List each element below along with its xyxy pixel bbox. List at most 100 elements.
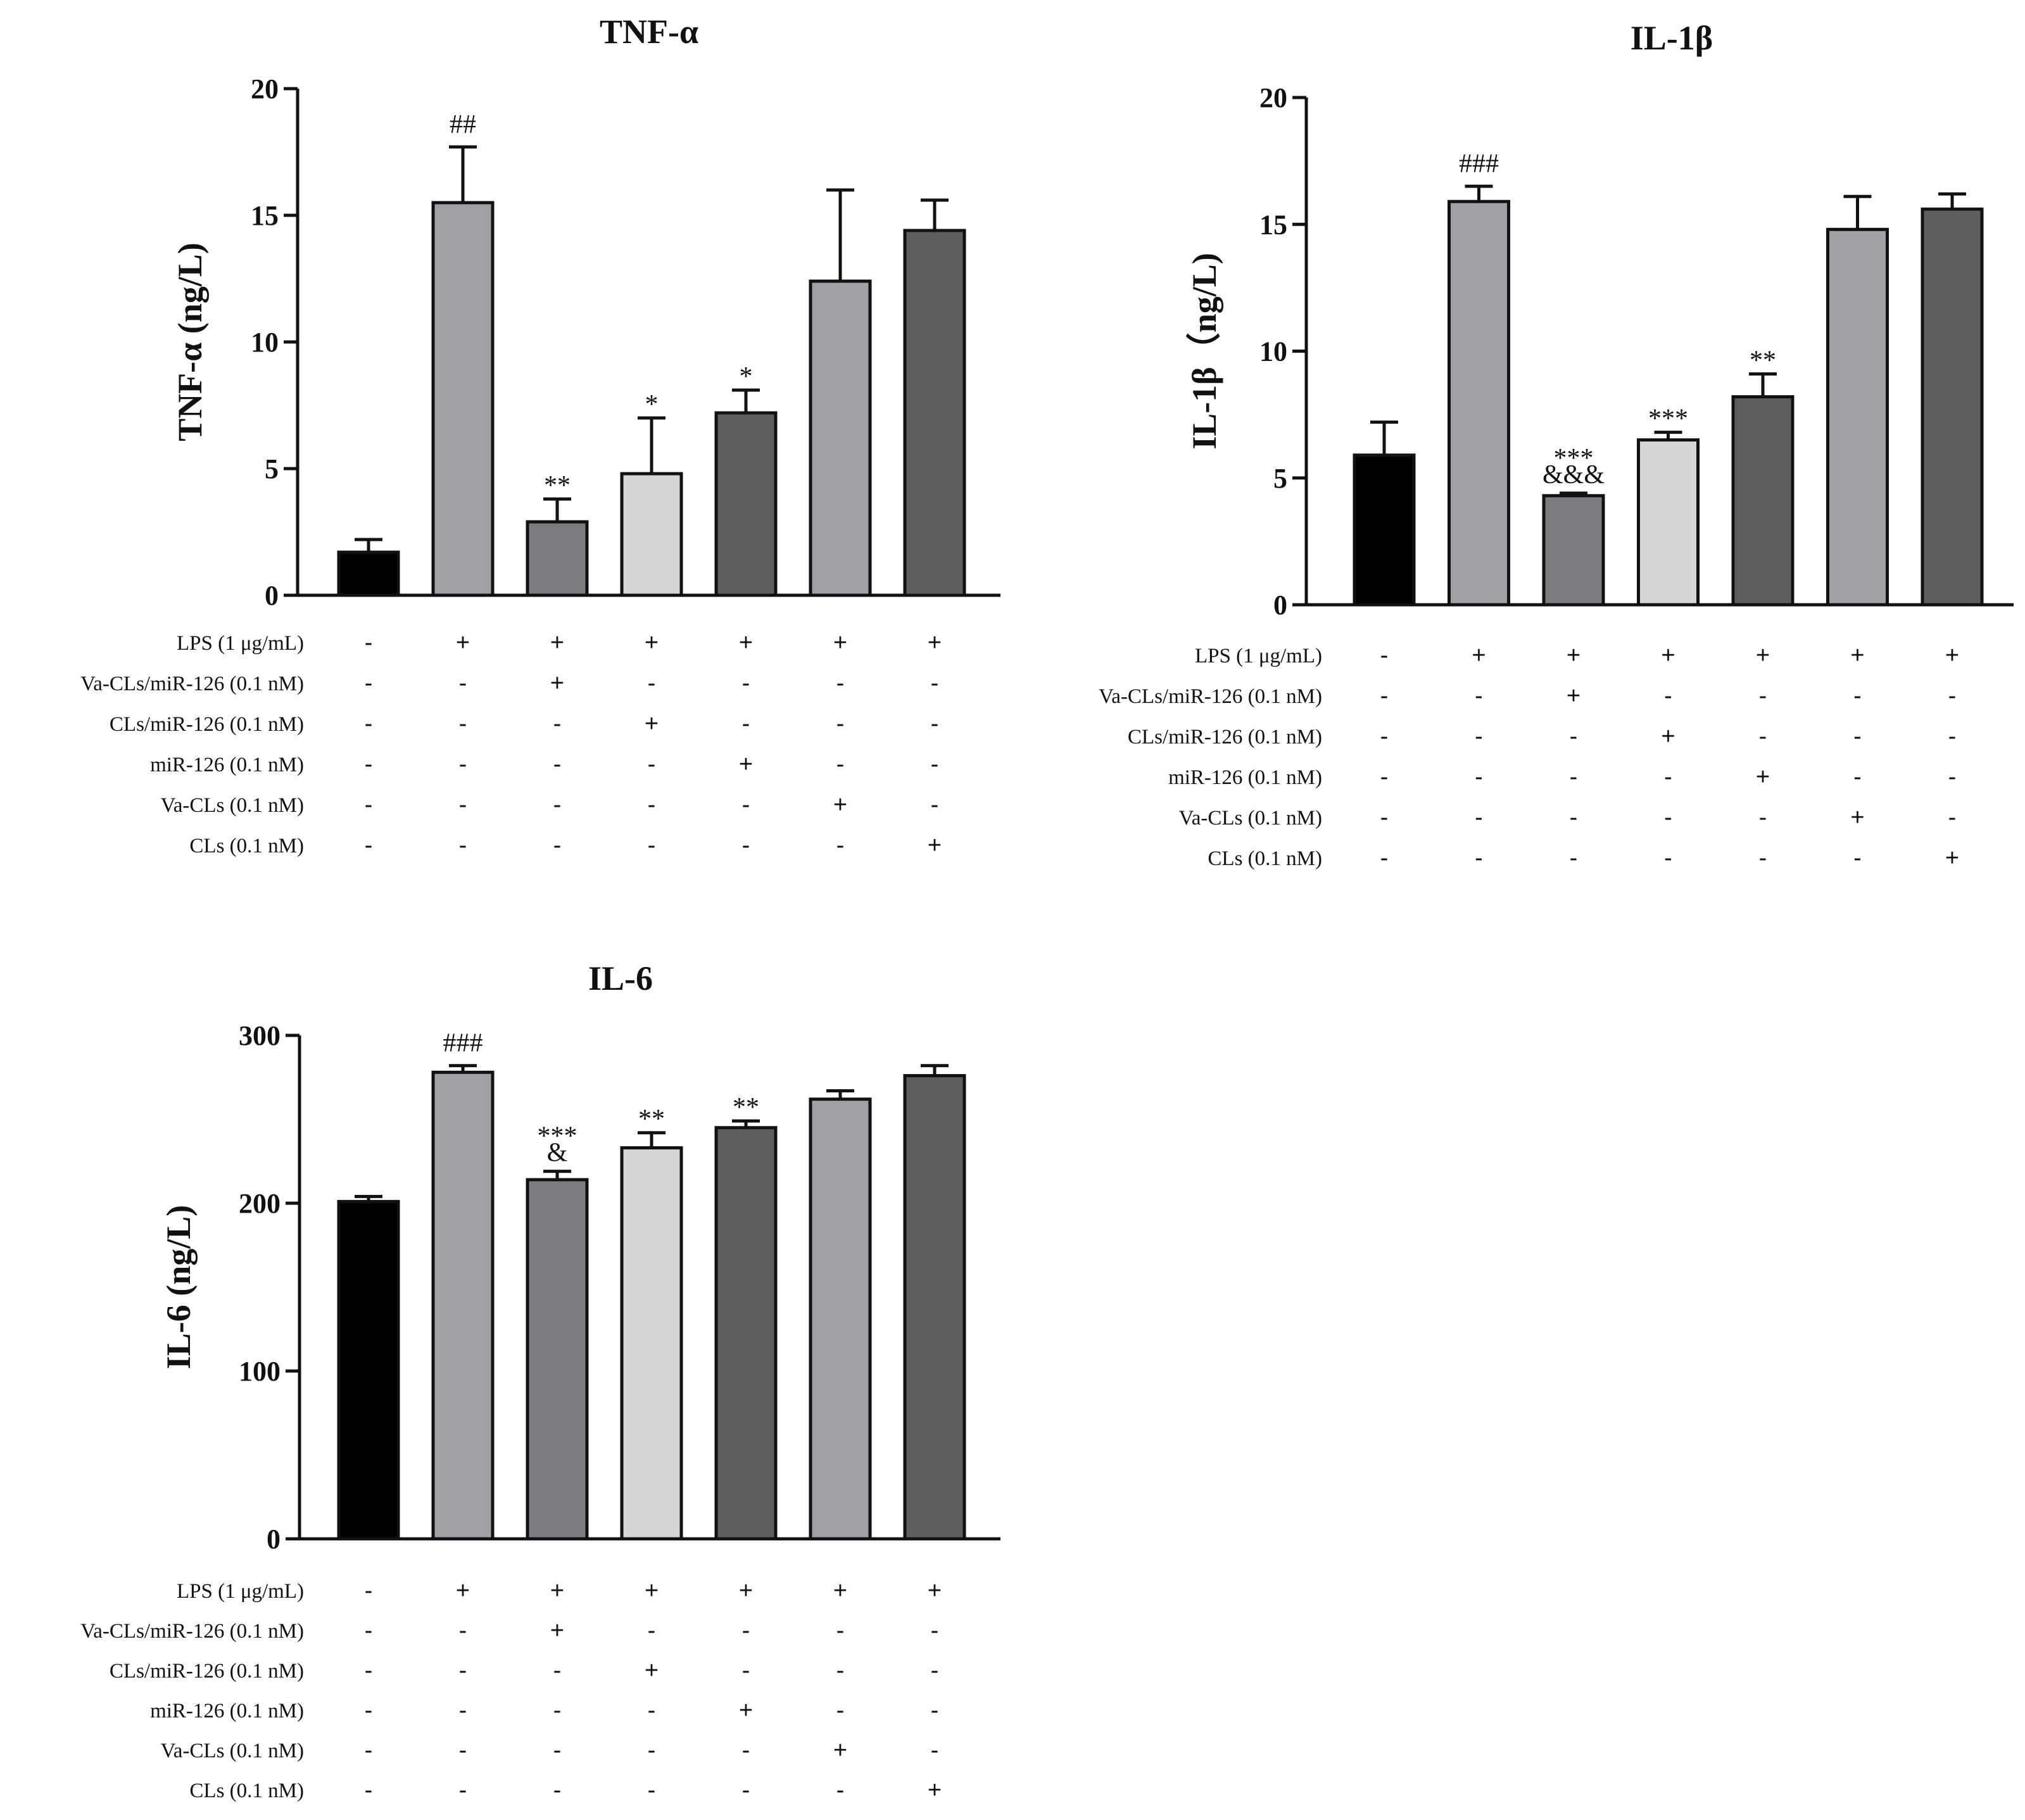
y-tick-label: 15 — [251, 200, 279, 231]
condition-minus: - — [1380, 804, 1389, 831]
condition-label: Va-CLs/miR-126 (0.1 nM) — [80, 673, 304, 695]
condition-plus: + — [550, 1617, 564, 1644]
condition-minus: - — [1570, 723, 1578, 750]
bar — [526, 1178, 589, 1541]
condition-minus: - — [365, 751, 373, 778]
bar — [431, 201, 495, 597]
bar — [337, 1199, 400, 1541]
condition-label: Va-CLs/miR-126 (0.1 nM) — [1099, 685, 1322, 708]
condition-plus: + — [645, 1577, 659, 1604]
condition-plus: + — [1567, 683, 1580, 709]
significance-label: ** — [733, 1093, 759, 1122]
condition-minus: - — [459, 1777, 467, 1804]
condition-minus: - — [836, 1777, 845, 1804]
condition-minus: - — [648, 1777, 656, 1804]
condition-label: Va-CLs (0.1 nM) — [161, 1740, 304, 1762]
condition-label: LPS (1 μg/mL) — [177, 632, 304, 655]
significance-label: ### — [1459, 149, 1499, 179]
condition-minus: - — [365, 1777, 373, 1804]
condition-plus: + — [833, 792, 847, 818]
condition-minus: - — [1759, 845, 1767, 871]
significance-label: * — [740, 362, 753, 391]
condition-plus: + — [928, 1577, 942, 1604]
condition-minus: - — [1948, 723, 1957, 750]
condition-minus: - — [1664, 764, 1672, 790]
condition-minus: - — [459, 1737, 467, 1764]
condition-minus: - — [459, 1617, 467, 1644]
condition-minus: - — [459, 670, 467, 697]
bar — [526, 520, 589, 597]
condition-plus: + — [928, 629, 942, 656]
condition-minus: - — [553, 1737, 562, 1764]
condition-minus: - — [365, 1657, 373, 1684]
condition-minus: - — [742, 1777, 750, 1804]
bar — [809, 1097, 872, 1541]
bar — [714, 411, 778, 597]
condition-plus: + — [550, 629, 564, 656]
y-tick-label: 20 — [251, 73, 279, 104]
condition-plus: + — [1567, 642, 1580, 669]
bar — [1826, 227, 1889, 607]
y-tick-label: 200 — [239, 1188, 281, 1219]
y-tick-label: 10 — [1259, 336, 1287, 367]
condition-minus: - — [836, 832, 845, 859]
condition-plus: + — [1850, 804, 1864, 831]
condition-plus: + — [928, 832, 942, 859]
condition-plus: + — [739, 629, 753, 656]
y-tick-label: 5 — [1273, 463, 1287, 494]
condition-plus: + — [1756, 642, 1770, 669]
bar — [1448, 199, 1510, 607]
condition-minus: - — [365, 832, 373, 859]
condition-minus: - — [742, 832, 750, 859]
bar — [903, 1074, 966, 1541]
condition-plus: + — [739, 1577, 753, 1604]
condition-minus: - — [931, 1617, 939, 1644]
chart-title: IL-6 — [588, 959, 653, 997]
condition-minus: - — [1759, 723, 1767, 750]
bar — [1731, 395, 1795, 607]
condition-plus: + — [739, 1697, 753, 1724]
condition-minus: - — [365, 1577, 373, 1604]
condition-minus: - — [1664, 804, 1672, 831]
bar — [903, 229, 966, 597]
bar — [620, 1146, 683, 1541]
condition-minus: - — [836, 751, 845, 778]
condition-plus: + — [1661, 642, 1675, 669]
condition-plus: + — [550, 670, 564, 697]
condition-plus: + — [456, 629, 470, 656]
chart-title: IL-1β — [1631, 19, 1713, 57]
significance-label: & — [547, 1139, 568, 1168]
y-tick-label: 10 — [251, 327, 279, 358]
condition-minus: - — [1380, 642, 1389, 669]
condition-minus: - — [1570, 804, 1578, 831]
condition-minus: - — [553, 792, 562, 818]
bar — [1921, 207, 1984, 607]
condition-minus: - — [1475, 804, 1483, 831]
condition-minus: - — [1853, 683, 1862, 709]
condition-minus: - — [1380, 845, 1389, 871]
condition-minus: - — [648, 1697, 656, 1724]
condition-minus: - — [1570, 845, 1578, 871]
significance-label: ** — [638, 1105, 665, 1134]
condition-label: CLs/miR-126 (0.1 nM) — [110, 713, 304, 736]
condition-minus: - — [742, 670, 750, 697]
condition-minus: - — [1570, 764, 1578, 790]
significance-label: ** — [544, 471, 571, 500]
condition-minus: - — [553, 832, 562, 859]
condition-plus: + — [645, 629, 659, 656]
condition-minus: - — [1380, 723, 1389, 750]
bar — [1637, 438, 1700, 607]
y-axis-label: IL-6 (ng/L) — [160, 1205, 198, 1370]
condition-minus: - — [836, 1697, 845, 1724]
condition-minus: - — [365, 1617, 373, 1644]
condition-plus: + — [645, 711, 659, 737]
bar — [1353, 453, 1416, 607]
condition-minus: - — [365, 711, 373, 737]
condition-minus: - — [648, 1737, 656, 1764]
condition-minus: - — [931, 792, 939, 818]
y-tick-label: 0 — [1273, 590, 1287, 621]
condition-minus: - — [1380, 764, 1389, 790]
condition-minus: - — [648, 1617, 656, 1644]
